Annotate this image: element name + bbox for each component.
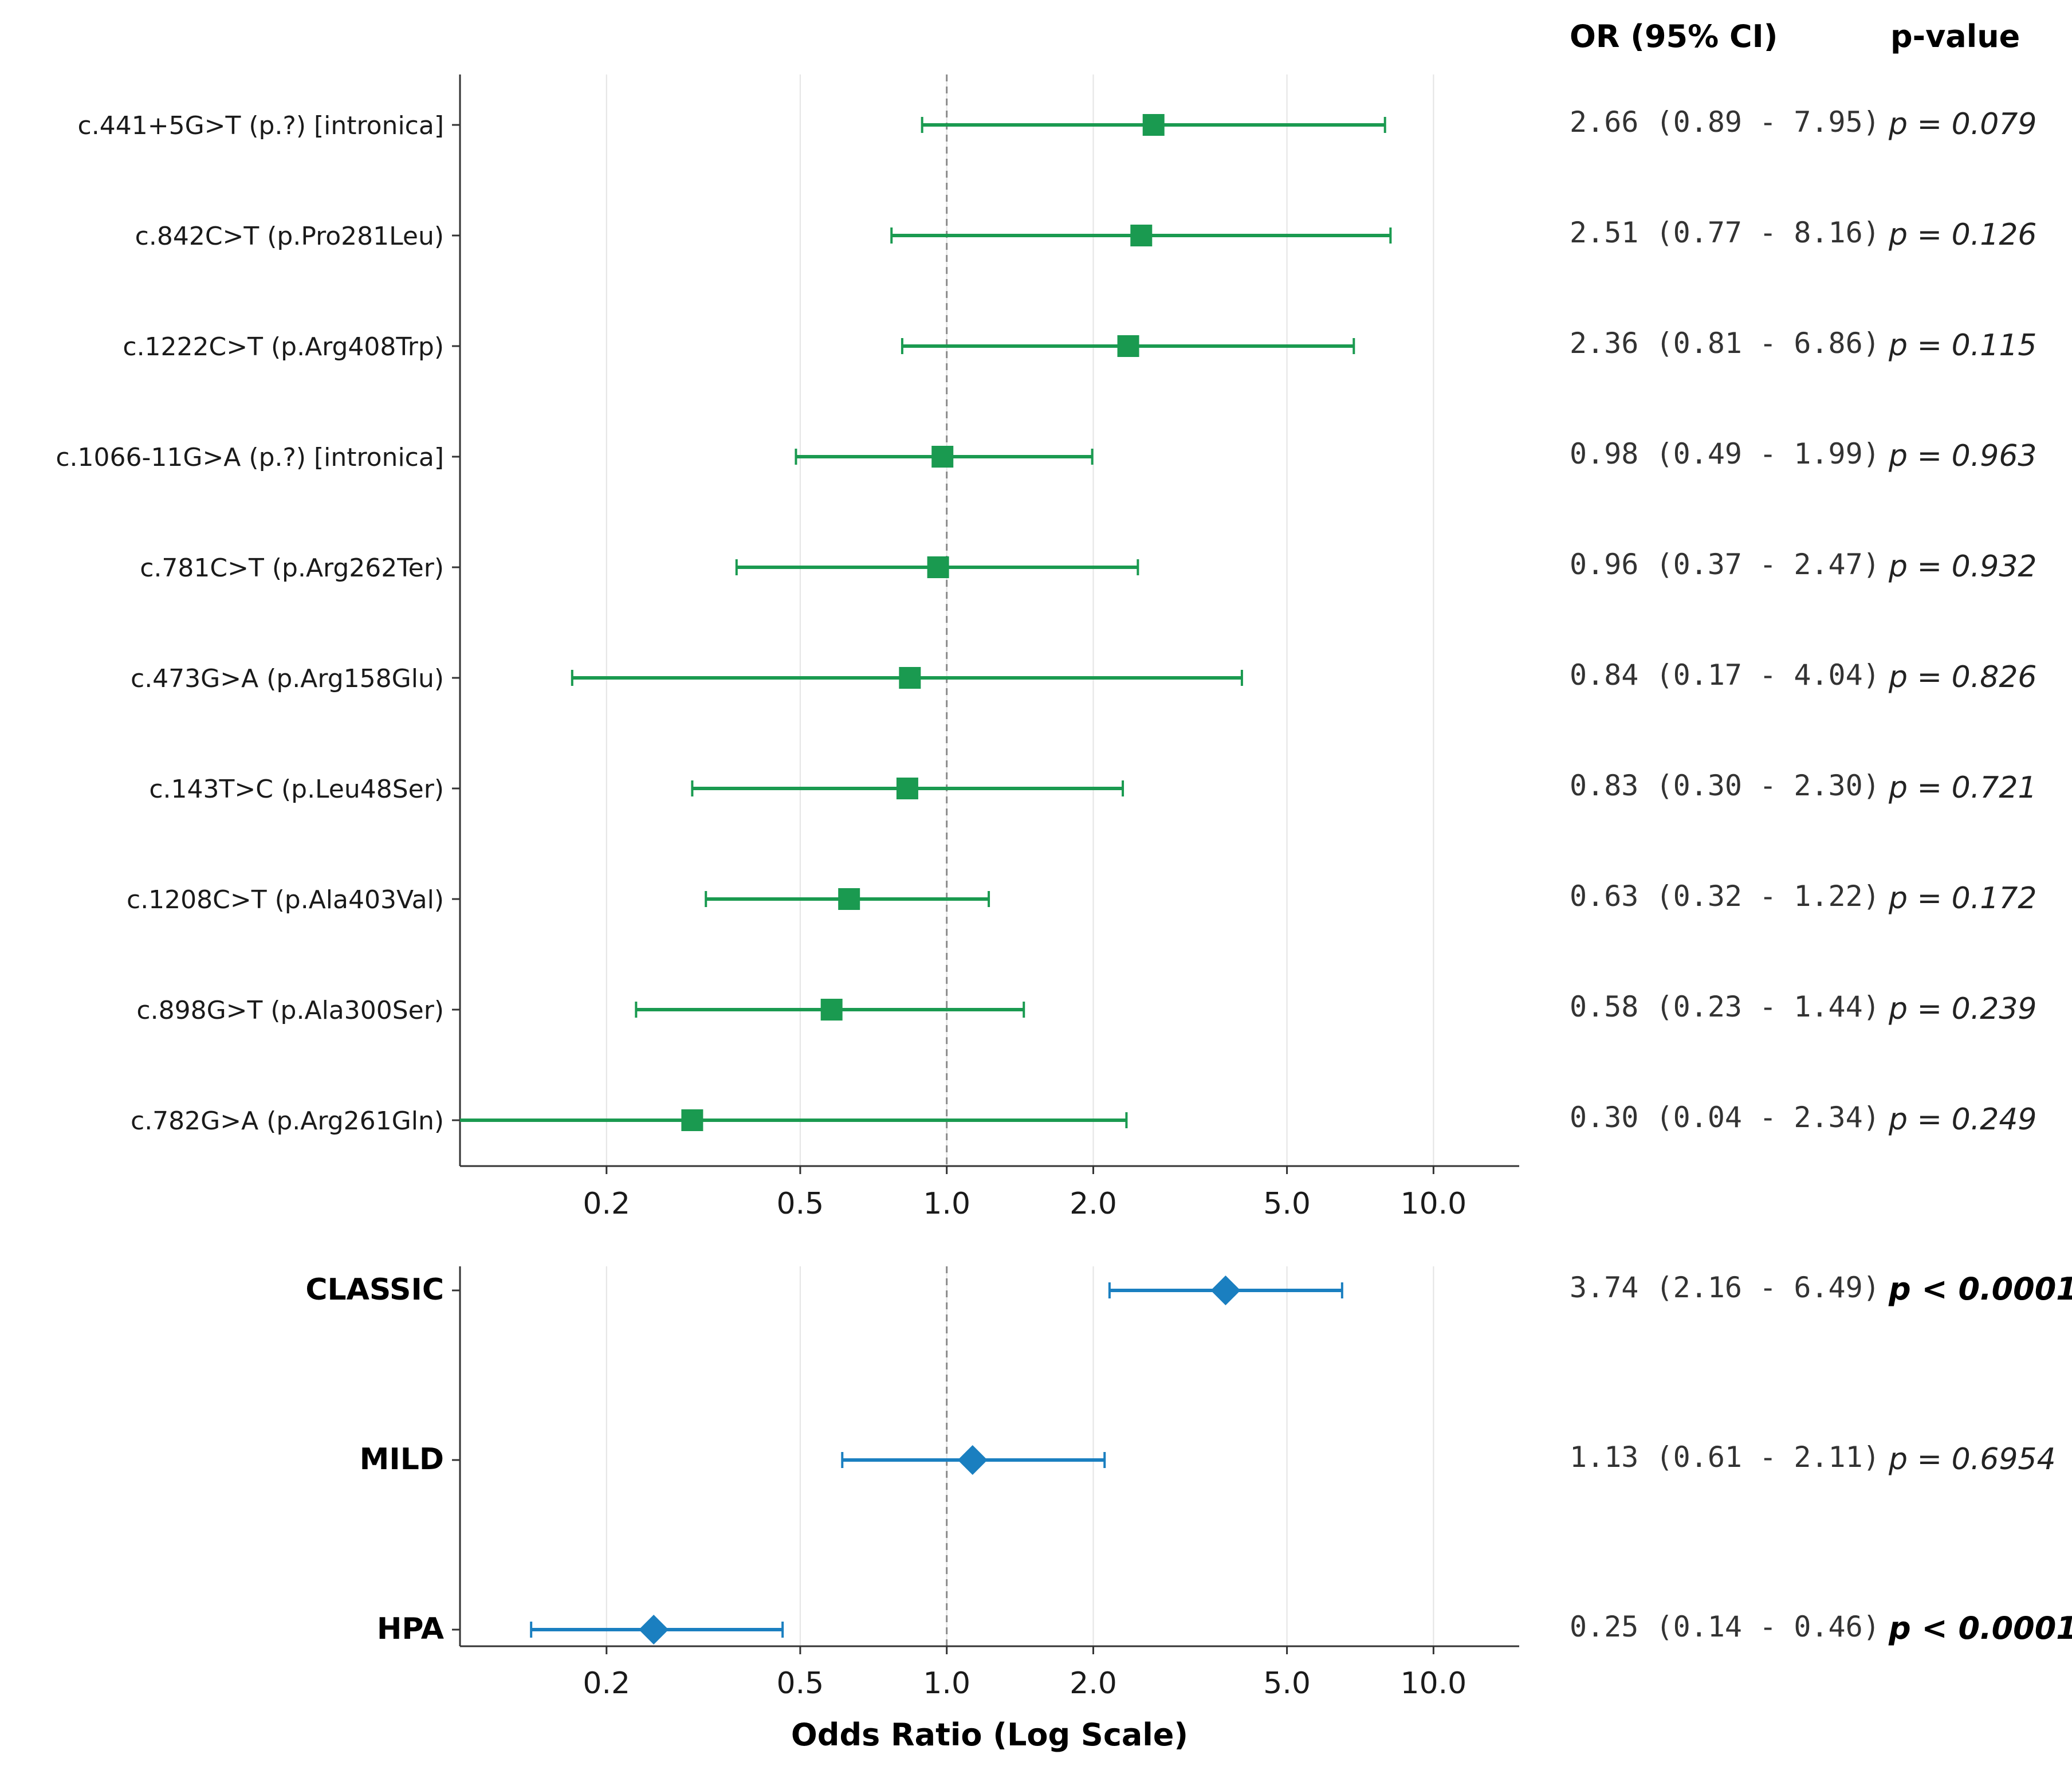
point-estimate: [1142, 114, 1165, 136]
p-value-text: p = 0.6954: [1888, 1442, 2056, 1477]
p-value-text: p < 0.0001: [1888, 1271, 2072, 1307]
x-tick-label: 10.0: [1400, 1666, 1466, 1701]
row-label: MILD: [360, 1442, 444, 1477]
point-estimate: [1117, 335, 1139, 357]
point-estimate: [899, 667, 921, 689]
x-axis-title: Odds Ratio (Log Scale): [791, 1717, 1188, 1753]
x-tick-label: 10.0: [1400, 1187, 1466, 1221]
row-label: HPA: [377, 1612, 444, 1646]
x-tick-label: 2.0: [1070, 1187, 1117, 1221]
or-ci-text: 0.30 (0.04 - 2.34): [1570, 1101, 1880, 1134]
row-label: c.1066-11G>A (p.?) [intronica]: [56, 443, 444, 472]
point-estimate: [820, 999, 843, 1021]
x-tick-label: 5.0: [1263, 1666, 1311, 1701]
p-value-text: p = 0.826: [1888, 660, 2037, 694]
row-label: c.782G>A (p.Arg261Gln): [131, 1106, 444, 1136]
point-estimate: [639, 1615, 669, 1645]
x-tick-label: 5.0: [1263, 1187, 1311, 1221]
row-label: c.898G>T (p.Ala300Ser): [136, 996, 444, 1025]
x-tick-label: 2.0: [1070, 1666, 1117, 1701]
row-label: c.1208C>T (p.Ala403Val): [127, 885, 444, 915]
or-ci-text: 2.36 (0.81 - 6.86): [1570, 327, 1880, 360]
point-estimate: [1130, 225, 1153, 246]
x-tick-label: 0.2: [583, 1666, 630, 1701]
row-label: c.842C>T (p.Pro281Leu): [135, 222, 444, 251]
x-tick-label: 0.2: [583, 1187, 630, 1221]
p-value-text: p = 0.932: [1888, 550, 2037, 584]
or-ci-text: 0.58 (0.23 - 1.44): [1570, 990, 1880, 1023]
point-estimate: [681, 1109, 703, 1131]
phenotypes-panel: 0.2 0.5 1.0 2.0 5.0 10.0 Odds Ratio (Log Scale…: [305, 1266, 2072, 1753]
p-value-text: p = 0.239: [1888, 992, 2037, 1026]
p-value-text: p = 0.115: [1888, 328, 2037, 363]
or-ci-text: 0.63 (0.32 - 1.22): [1570, 880, 1880, 913]
p-value-text: p = 0.172: [1888, 881, 2037, 916]
p-value-column-header: p-value: [1890, 18, 2020, 54]
or-ci-text: 3.74 (2.16 - 6.49): [1570, 1271, 1880, 1304]
or-ci-text: 2.51 (0.77 - 8.16): [1570, 216, 1880, 249]
or-ci-text: 2.66 (0.89 - 7.95): [1570, 105, 1880, 139]
row-label: c.781C>T (p.Arg262Ter): [140, 554, 444, 583]
p-value-text: p = 0.079: [1888, 107, 2037, 142]
row-label: c.1222C>T (p.Arg408Trp): [123, 332, 444, 362]
row-label: c.143T>C (p.Leu48Ser): [149, 775, 444, 804]
point-estimate: [1210, 1276, 1241, 1305]
point-estimate: [896, 778, 918, 799]
or-ci-text: 0.98 (0.49 - 1.99): [1570, 437, 1880, 470]
or-ci-text: 0.25 (0.14 - 0.46): [1570, 1610, 1880, 1643]
p-value-text: p = 0.249: [1888, 1102, 2037, 1137]
row-label: CLASSIC: [305, 1273, 444, 1307]
p-value-text: p = 0.126: [1888, 218, 2037, 252]
variants-panel: 0.2 0.5 1.0 2.0 5.0 10.0 c.441+5G>T (p.?) [int…: [56, 74, 2037, 1221]
or-column-header: OR (95% CI): [1570, 18, 1778, 54]
x-tick-label: 1.0: [923, 1187, 970, 1221]
row-label: c.473G>A (p.Arg158Glu): [131, 664, 444, 693]
point-estimate: [927, 556, 949, 578]
point-estimate: [957, 1445, 988, 1475]
or-ci-text: 0.83 (0.30 - 2.30): [1570, 769, 1880, 802]
x-tick-label: 0.5: [777, 1187, 824, 1221]
or-ci-text: 0.84 (0.17 - 4.04): [1570, 658, 1880, 692]
point-estimate: [931, 446, 954, 468]
p-value-text: p < 0.0001: [1888, 1610, 2072, 1646]
point-estimate: [838, 888, 860, 910]
or-ci-text: 1.13 (0.61 - 2.11): [1570, 1441, 1880, 1474]
p-value-text: p = 0.963: [1888, 439, 2037, 473]
or-ci-text: 0.96 (0.37 - 2.47): [1570, 548, 1880, 581]
x-tick-label: 1.0: [923, 1666, 970, 1701]
p-value-text: p = 0.721: [1888, 771, 2037, 805]
row-label: c.441+5G>T (p.?) [intronica]: [78, 111, 444, 140]
x-tick-label: 0.5: [777, 1666, 824, 1701]
